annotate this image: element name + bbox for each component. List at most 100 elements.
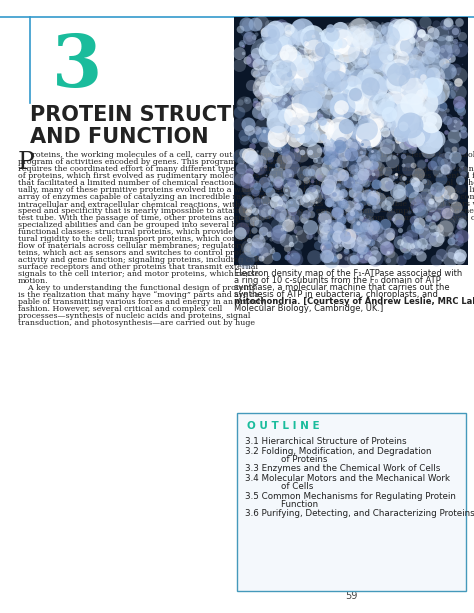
Point	[296, 28, 304, 38]
Point	[266, 226, 273, 236]
Point	[277, 40, 285, 50]
Point	[292, 188, 300, 197]
Point	[411, 193, 419, 203]
Point	[438, 255, 446, 265]
Point	[310, 62, 317, 72]
Point	[385, 89, 392, 99]
Point	[342, 37, 349, 47]
Point	[414, 68, 422, 78]
Point	[271, 192, 279, 202]
Point	[400, 35, 408, 45]
Point	[291, 53, 299, 63]
Point	[396, 110, 403, 120]
Point	[360, 249, 367, 259]
Point	[410, 109, 418, 118]
Point	[444, 105, 451, 115]
Point	[287, 170, 294, 180]
Point	[328, 189, 336, 199]
Point	[379, 95, 387, 105]
Point	[433, 34, 441, 44]
Point	[371, 120, 379, 130]
Point	[418, 251, 425, 261]
Point	[264, 115, 272, 124]
Point	[422, 223, 429, 232]
Point	[342, 150, 349, 159]
Point	[308, 82, 315, 91]
Text: a ring of 10 c-subunits from the F₀ domain of ATP: a ring of 10 c-subunits from the F₀ doma…	[234, 276, 441, 285]
Point	[298, 125, 306, 135]
Point	[336, 25, 344, 35]
Point	[384, 101, 392, 111]
Point	[296, 94, 304, 104]
Text: ular machines.: ular machines.	[242, 158, 301, 166]
Point	[288, 197, 295, 207]
Point	[289, 63, 297, 72]
Point	[405, 78, 413, 88]
Point	[257, 18, 265, 28]
Point	[409, 160, 416, 170]
Point	[445, 18, 452, 28]
Point	[288, 240, 295, 249]
Point	[387, 133, 394, 143]
Point	[274, 231, 282, 241]
Point	[309, 46, 316, 56]
Point	[364, 222, 372, 232]
Point	[241, 121, 249, 131]
Point	[271, 37, 278, 47]
Point	[429, 113, 437, 123]
Point	[255, 169, 262, 179]
Point	[293, 79, 301, 89]
Point	[392, 78, 400, 88]
Point	[444, 187, 452, 197]
Point	[377, 114, 385, 124]
Point	[388, 75, 395, 85]
Point	[456, 175, 464, 185]
Point	[401, 173, 408, 183]
Point	[322, 83, 330, 93]
Point	[307, 74, 315, 84]
Point	[343, 121, 350, 131]
Point	[362, 116, 369, 126]
Point	[351, 238, 358, 248]
Point	[368, 191, 376, 200]
Point	[435, 223, 442, 232]
Point	[296, 24, 303, 34]
Point	[456, 249, 464, 259]
Point	[451, 26, 458, 36]
Point	[250, 178, 257, 188]
Point	[295, 72, 302, 82]
Point	[340, 150, 348, 159]
Point	[294, 53, 302, 63]
Point	[423, 72, 430, 82]
Point	[298, 128, 305, 138]
Point	[345, 202, 353, 211]
Point	[327, 255, 335, 265]
Point	[291, 115, 298, 125]
Point	[336, 230, 344, 240]
Point	[313, 85, 320, 94]
Point	[354, 25, 362, 34]
Point	[304, 124, 311, 134]
Point	[325, 197, 333, 207]
Point	[403, 75, 410, 85]
Point	[393, 186, 401, 196]
Point	[320, 214, 328, 224]
Point	[373, 78, 380, 88]
Point	[289, 234, 296, 243]
Point	[426, 135, 433, 145]
Point	[298, 46, 306, 56]
Point	[333, 217, 341, 227]
Point	[340, 32, 347, 42]
Point	[447, 230, 455, 240]
Point	[274, 131, 282, 140]
Point	[359, 169, 367, 179]
Point	[435, 76, 442, 86]
Point	[352, 186, 360, 196]
Point	[311, 131, 319, 141]
Point	[358, 33, 366, 43]
Point	[261, 223, 269, 233]
Point	[264, 130, 272, 140]
Point	[297, 75, 304, 85]
Point	[339, 216, 347, 226]
Point	[410, 126, 417, 136]
